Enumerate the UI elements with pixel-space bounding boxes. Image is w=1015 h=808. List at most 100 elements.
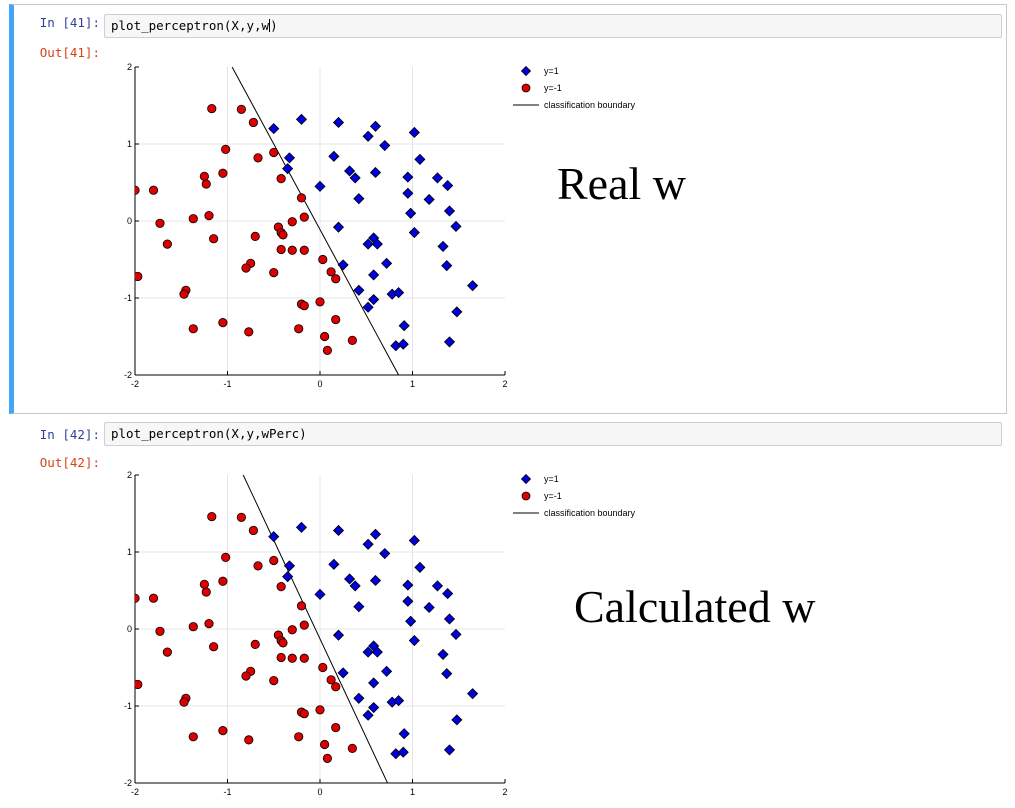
data-point-negative	[347, 743, 357, 753]
data-point-negative	[278, 230, 288, 240]
data-point-positive	[353, 284, 365, 296]
data-point-negative	[221, 552, 231, 562]
data-point-negative	[347, 335, 357, 345]
data-point-positive	[379, 547, 391, 560]
data-point-positive	[441, 260, 453, 272]
data-point-negative	[294, 732, 304, 742]
data-point-negative	[296, 601, 307, 611]
data-point-positive	[443, 336, 456, 348]
y-tick-label: -2	[124, 778, 132, 788]
data-point-negative	[218, 726, 228, 736]
data-point-positive	[381, 665, 393, 677]
data-point-positive	[332, 524, 345, 537]
code-input[interactable]: plot_perceptron(X,y,wPerc)	[104, 422, 1002, 446]
data-point-positive	[368, 269, 380, 281]
y-tick-label: 2	[127, 62, 132, 72]
data-point-positive	[328, 150, 340, 162]
y-tick-label: -1	[124, 293, 132, 303]
data-point-negative	[315, 705, 325, 715]
notebook-cell-41[interactable]: In [41]: plot_perceptron(X,y,w) Out[41]:…	[9, 4, 1007, 414]
output-prompt: Out[42]:	[39, 455, 100, 470]
code-input[interactable]: plot_perceptron(X,y,w)	[104, 14, 1002, 38]
data-point-positive	[362, 538, 374, 550]
data-point-positive	[467, 280, 479, 292]
data-point-negative	[179, 697, 189, 707]
data-point-negative	[188, 324, 198, 334]
data-point-negative	[322, 753, 332, 763]
data-point-positive	[467, 688, 479, 700]
y-tick-label: 1	[127, 547, 132, 557]
x-tick-label: 0	[317, 379, 322, 389]
y-tick-label: 1	[127, 139, 132, 149]
data-point-negative	[318, 254, 328, 265]
data-point-positive	[283, 152, 296, 164]
data-point-negative	[248, 117, 258, 128]
data-point-negative	[287, 245, 297, 255]
data-point-positive	[353, 193, 365, 205]
x-tick-label: -1	[223, 787, 231, 797]
data-point-positive	[353, 601, 365, 613]
data-point-negative	[320, 739, 330, 750]
perceptron-plot: -2 -1 0 1 2 2 1 0 -1 -2 y=1 y=-1 classification boun…	[124, 470, 636, 797]
data-point-positive	[295, 521, 308, 533]
data-point-positive	[314, 180, 326, 192]
data-point-negative	[326, 675, 336, 685]
data-point-negative	[218, 576, 228, 586]
data-point-positive	[408, 534, 420, 547]
data-point-positive	[369, 166, 382, 179]
data-point-positive	[337, 667, 349, 679]
data-point-positive	[349, 580, 361, 592]
data-point-negative	[299, 709, 309, 719]
data-point-positive	[369, 574, 382, 587]
data-point-negative	[241, 671, 251, 681]
y-tick-label: 0	[127, 624, 132, 634]
annotation-text: Calculated w	[574, 581, 816, 632]
x-tick-label: -1	[223, 379, 231, 389]
data-point-negative	[276, 244, 286, 255]
data-point-positive	[371, 238, 383, 250]
data-point-positive	[398, 320, 410, 332]
data-point-negative	[209, 642, 219, 652]
data-point-positive	[437, 240, 449, 252]
x-tick-label: 2	[502, 379, 507, 389]
classification-boundary-line	[231, 67, 400, 375]
code-paren-close: )	[270, 18, 278, 33]
data-point-positive	[423, 601, 435, 614]
x-tick-label: 2	[502, 787, 507, 797]
data-point-positive	[397, 746, 409, 758]
output-prompt: Out[41]:	[39, 45, 100, 60]
classification-boundary-line	[242, 475, 388, 783]
data-point-positive	[344, 573, 356, 585]
data-point-negative	[135, 185, 140, 195]
code-arguments: X,y,wPerc	[231, 426, 300, 441]
data-point-positive	[423, 193, 435, 206]
data-point-positive	[328, 558, 340, 570]
data-point-positive	[443, 744, 456, 756]
legend-marker-negative	[521, 491, 531, 501]
data-point-positive	[283, 560, 296, 572]
data-point-negative	[299, 245, 309, 255]
legend-label-line: classification boundary	[544, 100, 636, 110]
notebook-cell-42[interactable]: In [42]: plot_perceptron(X,y,wPerc) Out[…	[9, 414, 1007, 808]
data-point-negative	[155, 626, 165, 636]
data-point-positive	[431, 580, 444, 592]
data-point-negative	[253, 153, 263, 163]
x-tick-label: -2	[131, 787, 139, 797]
data-point-negative	[299, 620, 309, 630]
data-point-positive	[282, 163, 294, 175]
data-point-positive	[414, 153, 426, 165]
data-point-negative	[269, 147, 279, 158]
y-tick-label: -1	[124, 701, 132, 711]
data-point-negative	[148, 593, 159, 603]
data-point-negative	[221, 144, 231, 154]
data-point-negative	[331, 682, 341, 692]
data-point-positive	[349, 172, 361, 184]
data-point-negative	[207, 511, 217, 522]
data-point-positive	[379, 139, 391, 152]
data-point-negative	[244, 735, 254, 745]
data-point-negative	[296, 193, 307, 203]
legend-label-positive: y=1	[544, 474, 559, 484]
data-point-negative	[250, 639, 260, 649]
y-tick-label: -2	[124, 370, 132, 380]
data-point-negative	[331, 314, 341, 325]
